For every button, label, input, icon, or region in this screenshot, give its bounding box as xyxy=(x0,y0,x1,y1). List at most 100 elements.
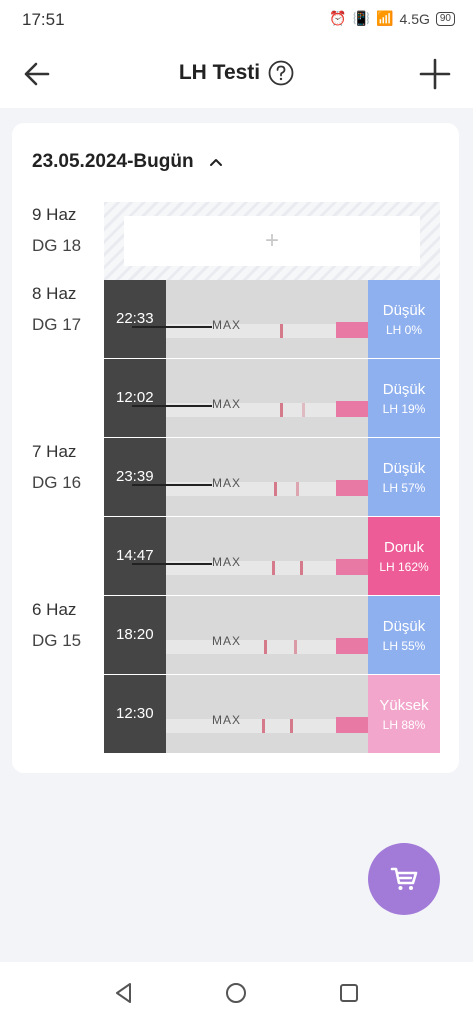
result-level: Düşük xyxy=(382,617,426,635)
control-line xyxy=(272,561,275,575)
back-button[interactable] xyxy=(18,54,58,94)
wifi-icon: 📶 xyxy=(376,10,394,26)
network-type: 4.5G xyxy=(399,10,430,27)
day-label: 7 Haz DG 16 xyxy=(32,436,81,498)
control-line xyxy=(274,482,277,496)
strip-end xyxy=(336,322,368,338)
chevron-up-icon xyxy=(209,159,222,166)
date-range-toggle[interactable]: 23.05.2024-Bugün xyxy=(32,151,224,173)
test-time: 14:47 xyxy=(116,547,154,564)
result-level: Düşük xyxy=(382,301,426,319)
day-date: 6 Haz xyxy=(32,600,77,619)
add-test-slot[interactable]: + xyxy=(104,202,440,280)
shop-button[interactable] xyxy=(368,843,440,915)
test-line xyxy=(294,640,297,654)
title-wrap: LH Testi xyxy=(0,60,473,86)
result-badge: Düşük LH 0% xyxy=(368,280,440,358)
control-line xyxy=(280,403,283,417)
strip-end xyxy=(336,638,368,654)
test-row[interactable]: MAX 14:47 Doruk LH 162% xyxy=(104,517,440,595)
strip-end xyxy=(336,717,368,733)
cycle-day: DG 16 xyxy=(32,473,82,492)
result-lh: LH 19% xyxy=(382,401,426,416)
result-badge: Düşük LH 55% xyxy=(368,596,440,674)
result-lh: LH 162% xyxy=(379,559,429,574)
strip-max-label: MAX xyxy=(212,318,242,332)
test-strip xyxy=(166,403,368,417)
test-strip xyxy=(166,482,368,496)
nav-recents-icon[interactable] xyxy=(336,980,362,1006)
strip-max-label: MAX xyxy=(212,555,242,569)
question-circle-icon[interactable] xyxy=(268,60,294,86)
vibrate-icon: 📳 xyxy=(352,10,371,26)
result-lh: LH 88% xyxy=(382,717,426,732)
plus-icon: + xyxy=(264,227,279,254)
result-badge: Düşük LH 57% xyxy=(368,438,440,516)
test-line xyxy=(302,403,305,417)
strip-marker xyxy=(132,405,212,407)
add-button[interactable] xyxy=(415,54,455,94)
date-range-label: 23.05.2024-Bugün xyxy=(32,151,194,172)
strip-max-label: MAX xyxy=(212,476,242,490)
strip-max-label: MAX xyxy=(212,634,242,648)
arrow-left-icon xyxy=(24,62,50,86)
test-row[interactable]: MAX 12:30 Yüksek LH 88% xyxy=(104,675,440,753)
control-line xyxy=(262,719,265,733)
result-badge: Düşük LH 19% xyxy=(368,359,440,437)
test-row[interactable]: MAX 23:39 Düşük LH 57% xyxy=(104,438,440,516)
plus-icon xyxy=(419,58,451,90)
result-lh: LH 55% xyxy=(382,638,426,653)
test-strip xyxy=(166,719,368,733)
control-line xyxy=(280,324,283,338)
result-badge: Doruk LH 162% xyxy=(368,517,440,595)
cycle-day: DG 15 xyxy=(32,631,82,650)
nav-home-icon[interactable] xyxy=(223,980,249,1006)
test-time: 12:02 xyxy=(116,389,154,406)
result-level: Yüksek xyxy=(379,696,429,714)
test-strip xyxy=(166,640,368,654)
nav-back-icon[interactable] xyxy=(111,980,137,1006)
add-test-placeholder[interactable]: + xyxy=(124,216,420,266)
result-badge: Yüksek LH 88% xyxy=(368,675,440,753)
strip-marker xyxy=(132,484,212,486)
strip-marker xyxy=(132,563,212,565)
result-lh: LH 0% xyxy=(385,322,423,337)
page-title: LH Testi xyxy=(178,61,261,84)
test-strip xyxy=(166,324,368,338)
test-line xyxy=(296,482,299,496)
status-icons: ⏰ 📳 📶 4.5G 90 xyxy=(329,10,455,27)
test-row[interactable]: MAX 12:02 Düşük LH 19% xyxy=(104,359,440,437)
test-line xyxy=(300,561,303,575)
day-label: 8 Haz DG 17 xyxy=(32,278,81,340)
strip-holder xyxy=(104,359,166,437)
status-time: 17:51 xyxy=(22,10,65,29)
system-nav-bar xyxy=(0,962,473,1024)
cycle-day: DG 18 xyxy=(32,236,82,255)
result-lh: LH 57% xyxy=(382,480,426,495)
strip-marker xyxy=(132,326,212,328)
day-date: 9 Haz xyxy=(32,205,77,224)
test-row[interactable]: MAX 18:20 Düşük LH 55% xyxy=(104,596,440,674)
status-bar: 17:51 ⏰ 📳 📶 4.5G 90 xyxy=(0,0,473,40)
shopping-cart-icon xyxy=(390,867,418,890)
cycle-day: DG 17 xyxy=(32,315,82,334)
result-level: Düşük xyxy=(382,459,426,477)
result-level: Düşük xyxy=(382,380,426,398)
result-level: Doruk xyxy=(383,538,424,556)
alarm-icon: ⏰ xyxy=(329,10,347,26)
strip-holder xyxy=(104,675,166,753)
strip-end xyxy=(336,480,368,496)
strip-holder xyxy=(104,517,166,595)
test-time: 22:33 xyxy=(116,310,154,327)
day-label: 9 Haz DG 18 xyxy=(32,199,81,261)
strip-end xyxy=(336,401,368,417)
test-row[interactable]: MAX 22:33 Düşük LH 0% xyxy=(104,280,440,358)
test-time: 12:30 xyxy=(116,705,154,722)
strip-holder xyxy=(104,596,166,674)
strip-max-label: MAX xyxy=(212,713,242,727)
battery-icon: 90 xyxy=(435,11,455,26)
day-label: 6 Haz DG 15 xyxy=(32,594,81,656)
strip-holder xyxy=(104,438,166,516)
app-bar: LH Testi xyxy=(0,40,473,108)
test-time: 23:39 xyxy=(116,468,154,485)
